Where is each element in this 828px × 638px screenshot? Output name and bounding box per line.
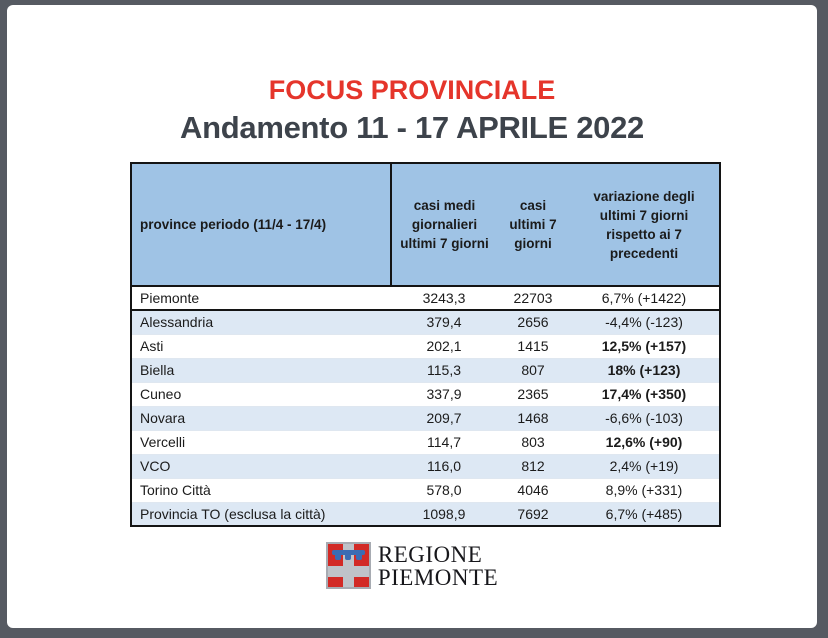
cell-cases7: 22703 [497,286,569,311]
cell-variation: 18% (+123) [569,357,720,382]
table-row: Novara 209,7 1468 -6,6% (-103) [131,405,720,430]
cell-avg7: 1098,9 [391,501,497,526]
table-row: Alessandria 379,4 2656 -4,4% (-123) [131,309,720,334]
footer-logo: REGIONE PIEMONTE [7,542,817,589]
table-row: Biella 115,3 807 18% (+123) [131,357,720,382]
cell-avg7: 3243,3 [391,286,497,311]
table-row: VCO 116,0 812 2,4% (+19) [131,453,720,478]
table-header-row: province periodo (11/4 - 17/4) casi medi… [131,163,720,287]
cell-variation: 2,4% (+19) [569,453,720,478]
cell-cases7: 803 [497,429,569,454]
cell-province: VCO [131,453,391,478]
cell-variation: -6,6% (-103) [569,405,720,430]
col-header-variation: variazione degli ultimi 7 giorni rispett… [569,163,720,287]
shield-cross-horizontal [327,566,369,577]
province-table: province periodo (11/4 - 17/4) casi medi… [130,162,721,527]
logo-line-piemonte: PIEMONTE [377,564,499,590]
page-title: FOCUS PROVINCIALE [268,75,556,105]
logo-wordmark: REGIONE PIEMONTE [378,543,498,589]
cell-variation: 8,9% (+331) [569,477,720,502]
cell-province: Provincia TO (esclusa la città) [131,501,391,526]
cell-avg7: 115,3 [391,357,497,382]
page-subtitle: Andamento 11 - 17 APRILE 2022 [180,110,644,145]
cell-province: Cuneo [131,381,391,406]
cell-cases7: 4046 [497,477,569,502]
cell-variation: 17,4% (+350) [569,381,720,406]
logo-line-regione: REGIONE [377,541,483,567]
cell-province: Novara [131,405,391,430]
cell-cases7: 1415 [497,333,569,358]
cell-cases7: 2365 [497,381,569,406]
cell-province: Vercelli [131,429,391,454]
cell-cases7: 7692 [497,501,569,526]
cell-province: Asti [131,333,391,358]
col-header-cases-7d: casi ultimi 7 giorni [497,163,569,287]
cell-cases7: 1468 [497,405,569,430]
cell-avg7: 578,0 [391,477,497,502]
cell-province: Torino Città [131,477,391,502]
col-header-avg-daily-cases: casi medi giornalieri ultimi 7 giorni [391,163,497,287]
cell-avg7: 379,4 [391,309,497,334]
cell-cases7: 2656 [497,309,569,334]
cell-variation: 6,7% (+485) [569,501,720,526]
cell-avg7: 337,9 [391,381,497,406]
cell-province: Piemonte [131,286,391,311]
cell-variation: -4,4% (-123) [569,309,720,334]
table-row: Torino Città 578,0 4046 8,9% (+331) [131,477,720,502]
cell-variation: 12,6% (+90) [569,429,720,454]
table-row: Asti 202,1 1415 12,5% (+157) [131,333,720,358]
cell-variation: 12,5% (+157) [569,333,720,358]
cell-cases7: 807 [497,357,569,382]
cell-avg7: 209,7 [391,405,497,430]
cell-avg7: 116,0 [391,453,497,478]
cell-avg7: 202,1 [391,333,497,358]
table-row: Cuneo 337,9 2365 17,4% (+350) [131,381,720,406]
col-header-province: province periodo (11/4 - 17/4) [131,163,392,287]
table-row: Piemonte 3243,3 22703 6,7% (+1422) [131,286,720,311]
cell-variation: 6,7% (+1422) [569,286,720,311]
shield-cross-vertical [342,544,354,587]
cell-cases7: 812 [497,453,569,478]
shield-lambel [331,550,365,560]
cell-province: Biella [131,357,391,382]
cell-province: Alessandria [131,309,391,334]
regione-piemonte-shield-icon [325,542,371,589]
table-row: Provincia TO (esclusa la città) 1098,9 7… [131,501,720,526]
slide-card: FOCUS PROVINCIALE Andamento 11 - 17 APRI… [7,5,817,628]
table-row: Vercelli 114,7 803 12,6% (+90) [131,429,720,454]
cell-avg7: 114,7 [391,429,497,454]
